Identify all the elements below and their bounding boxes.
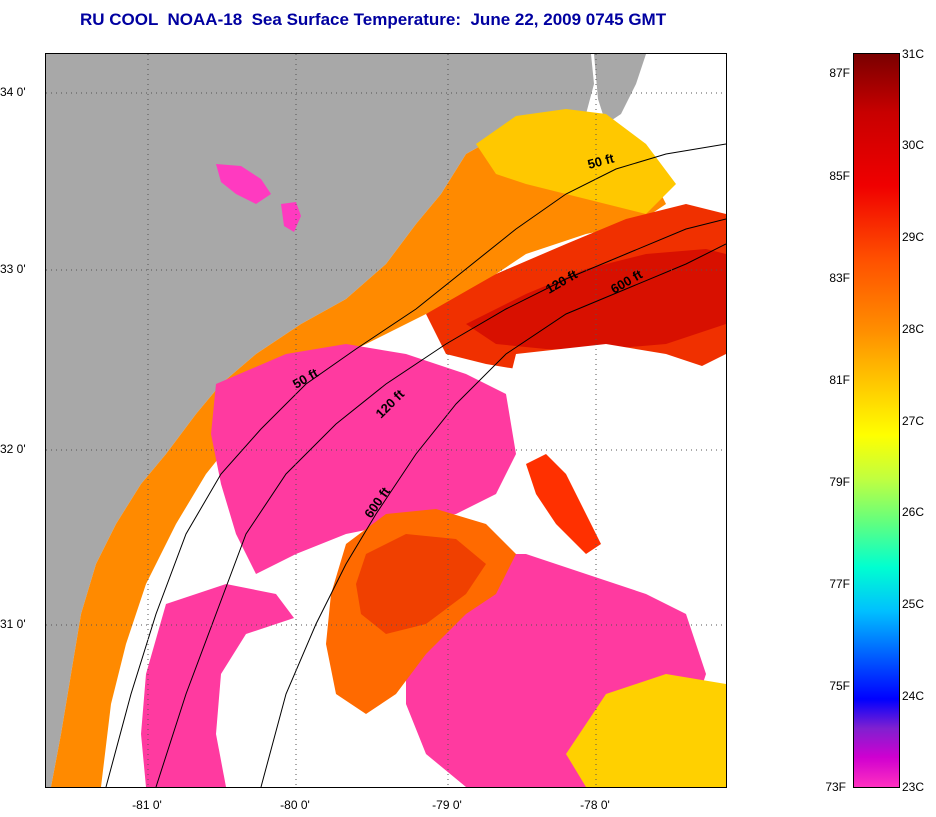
- contour-50ft: [105, 143, 726, 787]
- warm-lobe-east: [526, 454, 601, 554]
- lon-label-81: -81 0': [132, 798, 162, 812]
- cbar-f-75: 75F: [829, 679, 850, 693]
- inland-patch-1: [216, 164, 271, 204]
- cbar-c-28: 28C: [902, 322, 925, 336]
- cbar-c-29: 29C: [902, 230, 925, 244]
- cbar-c-23: 23C: [902, 780, 925, 794]
- sst-map: 50 ft 120 ft 600 ft 50 ft 120 ft 600 ft: [45, 53, 727, 788]
- cbar-f-77: 77F: [829, 577, 850, 591]
- temperature-colorbar: [853, 53, 900, 788]
- grid-lines: [46, 54, 726, 787]
- lat-label-33: 33 0': [0, 262, 26, 276]
- warm-eddy-inner: [356, 534, 486, 634]
- cbar-f-85: 85F: [829, 169, 850, 183]
- cloud-patch-east: [506, 344, 726, 534]
- cbar-c-30: 30C: [902, 138, 925, 152]
- land-area: [46, 54, 594, 787]
- lon-label-78: -78 0': [580, 798, 610, 812]
- cbar-c-26: 26C: [902, 505, 925, 519]
- lat-label-31: 31 0': [0, 617, 26, 631]
- cbar-f-87: 87F: [829, 66, 850, 80]
- lon-label-80: -80 0': [280, 798, 310, 812]
- cbar-c-31: 31C: [902, 47, 925, 61]
- cbar-f-73: 73F: [825, 780, 846, 794]
- lat-label-32: 32 0': [0, 442, 26, 456]
- lat-label-34: 34 0': [0, 85, 26, 99]
- contour-600ft: [260, 243, 726, 787]
- cbar-c-25: 25C: [902, 597, 925, 611]
- cloud-patch-southwest: [216, 614, 326, 787]
- map-title: RU COOL NOAA-18 Sea Surface Temperature:…: [80, 10, 667, 29]
- yellow-shelf-north: [476, 109, 676, 214]
- cbar-f-81: 81F: [829, 373, 850, 387]
- cbar-f-83: 83F: [829, 271, 850, 285]
- yellow-southeast: [566, 674, 726, 787]
- cbar-f-79: 79F: [829, 475, 850, 489]
- cbar-c-24: 24C: [902, 689, 925, 703]
- sst-map-canvas: 50 ft 120 ft 600 ft 50 ft 120 ft 600 ft: [46, 54, 726, 787]
- cbar-c-27: 27C: [902, 414, 925, 428]
- island-north: [594, 54, 646, 124]
- contour-120ft: [155, 218, 726, 787]
- lon-label-79: -79 0': [432, 798, 462, 812]
- contour-label-50ft-north: 50 ft: [586, 150, 616, 172]
